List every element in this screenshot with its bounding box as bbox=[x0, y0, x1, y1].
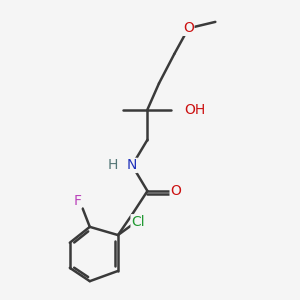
Text: O: O bbox=[170, 184, 181, 198]
Text: F: F bbox=[74, 194, 82, 208]
Text: Cl: Cl bbox=[131, 215, 145, 229]
Text: O: O bbox=[183, 21, 194, 35]
Text: H: H bbox=[107, 158, 118, 172]
Text: N: N bbox=[127, 158, 137, 172]
Text: OH: OH bbox=[184, 103, 205, 116]
